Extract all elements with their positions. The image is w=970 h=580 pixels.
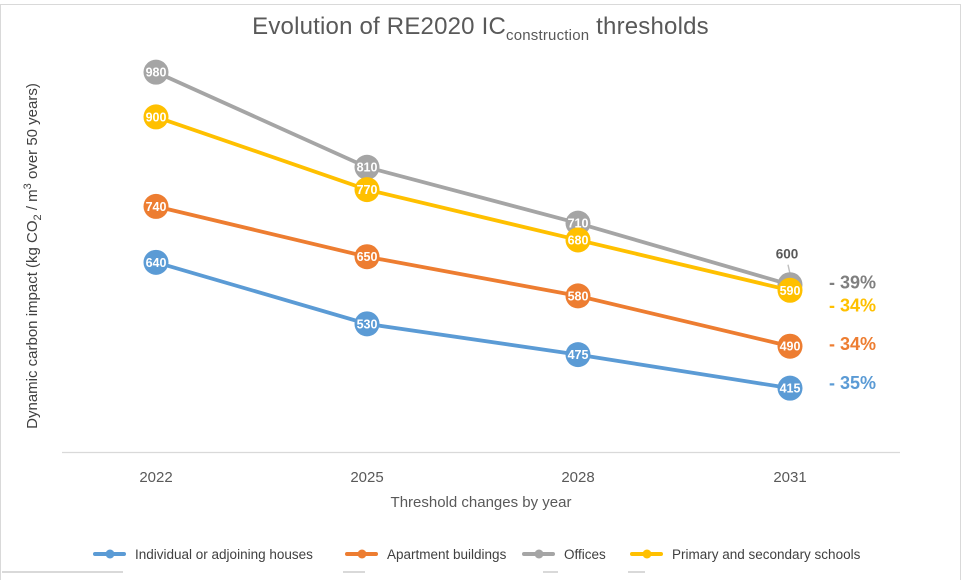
- legend-marker-icon: [105, 549, 114, 559]
- chart-title: Evolution of RE2020 ICconstruction thres…: [0, 13, 961, 44]
- bottom-border-fragment: [628, 571, 645, 573]
- legend-key-icon: [522, 549, 555, 559]
- x-tick-2031: 2031: [773, 469, 807, 486]
- change-percent-label-apartment-buildings: - 34%: [829, 334, 876, 354]
- x-tick-2028: 2028: [561, 469, 595, 486]
- legend-marker-icon: [357, 549, 366, 559]
- change-percent-label-individual-or-adjoining-houses: - 35%: [829, 373, 876, 393]
- data-label: 650: [357, 250, 378, 264]
- data-label: 740: [146, 200, 167, 214]
- data-label: 900: [146, 110, 167, 124]
- legend-marker-icon: [642, 549, 651, 559]
- data-point-individual-or-adjoining-houses: [565, 342, 591, 368]
- data-point-individual-or-adjoining-houses: [143, 249, 169, 275]
- change-percent-label-offices: - 39%: [829, 273, 876, 293]
- chart-title-suffix: thresholds: [589, 13, 709, 40]
- data-label: 710: [568, 217, 589, 231]
- series-line-individual-or-adjoining-houses: [154, 260, 792, 391]
- data-point-primary-and-secondary-schools: [354, 177, 380, 203]
- data-label: 640: [146, 256, 167, 270]
- legend-item-individual-or-adjoining-houses: Individual or adjoining houses: [93, 546, 313, 562]
- change-percent-label-primary-and-secondary-schools: - 34%: [829, 295, 876, 315]
- data-label: 810: [357, 161, 378, 175]
- legend-label: Offices: [564, 546, 606, 562]
- data-point-individual-or-adjoining-houses: [777, 375, 803, 401]
- data-point-offices: [354, 154, 380, 180]
- legend-key-icon: [630, 549, 663, 559]
- x-tick-2025: 2025: [350, 469, 384, 486]
- legend-key-icon: [345, 549, 378, 559]
- legend-label: Individual or adjoining houses: [135, 546, 313, 562]
- data-point-offices: [143, 59, 169, 85]
- data-point-primary-and-secondary-schools: [143, 104, 169, 130]
- series-line-primary-and-secondary-schools: [154, 115, 792, 293]
- data-label: 980: [146, 66, 167, 80]
- data-label: 530: [357, 317, 378, 331]
- x-axis-title: Threshold changes by year: [390, 494, 572, 511]
- chart-title-prefix: Evolution of RE2020 IC: [252, 13, 506, 40]
- legend-item-primary-and-secondary-schools: Primary and secondary schools: [630, 546, 860, 562]
- data-label: 600: [776, 247, 799, 262]
- data-label-leader-line: [787, 264, 791, 274]
- legend-label: Apartment buildings: [387, 546, 507, 562]
- data-label: 580: [568, 289, 589, 303]
- data-label: 490: [780, 340, 801, 354]
- x-tick-2022: 2022: [139, 469, 173, 486]
- data-label: 680: [568, 233, 589, 247]
- bottom-border-fragment: [2, 571, 123, 573]
- data-label: 475: [568, 348, 589, 362]
- legend-marker-icon: [534, 549, 543, 559]
- legend-key-icon: [93, 549, 126, 559]
- data-point-individual-or-adjoining-houses: [354, 311, 380, 337]
- legend-label: Primary and secondary schools: [672, 546, 861, 562]
- legend-item-offices: Offices: [522, 546, 606, 562]
- data-point-apartment-buildings: [565, 283, 591, 309]
- data-point-apartment-buildings: [143, 193, 169, 219]
- chart-title-subscript: construction: [506, 26, 590, 44]
- data-label: 770: [357, 183, 378, 197]
- data-label: 415: [780, 382, 801, 396]
- data-label: 590: [780, 284, 801, 298]
- bottom-border-fragment: [343, 571, 365, 573]
- data-point-apartment-buildings: [777, 333, 803, 359]
- legend-item-apartment-buildings: Apartment buildings: [345, 546, 506, 562]
- series-line-apartment-buildings: [154, 204, 792, 349]
- data-point-primary-and-secondary-schools: [565, 227, 591, 253]
- bottom-border-fragment: [543, 571, 558, 573]
- data-point-primary-and-secondary-schools: [777, 277, 803, 303]
- plot-area: 640 530 475 415 - 35% 740 650 580 490 - 34% 980 810…: [62, 59, 900, 454]
- data-point-apartment-buildings: [354, 244, 380, 270]
- series-line-offices: [154, 70, 792, 287]
